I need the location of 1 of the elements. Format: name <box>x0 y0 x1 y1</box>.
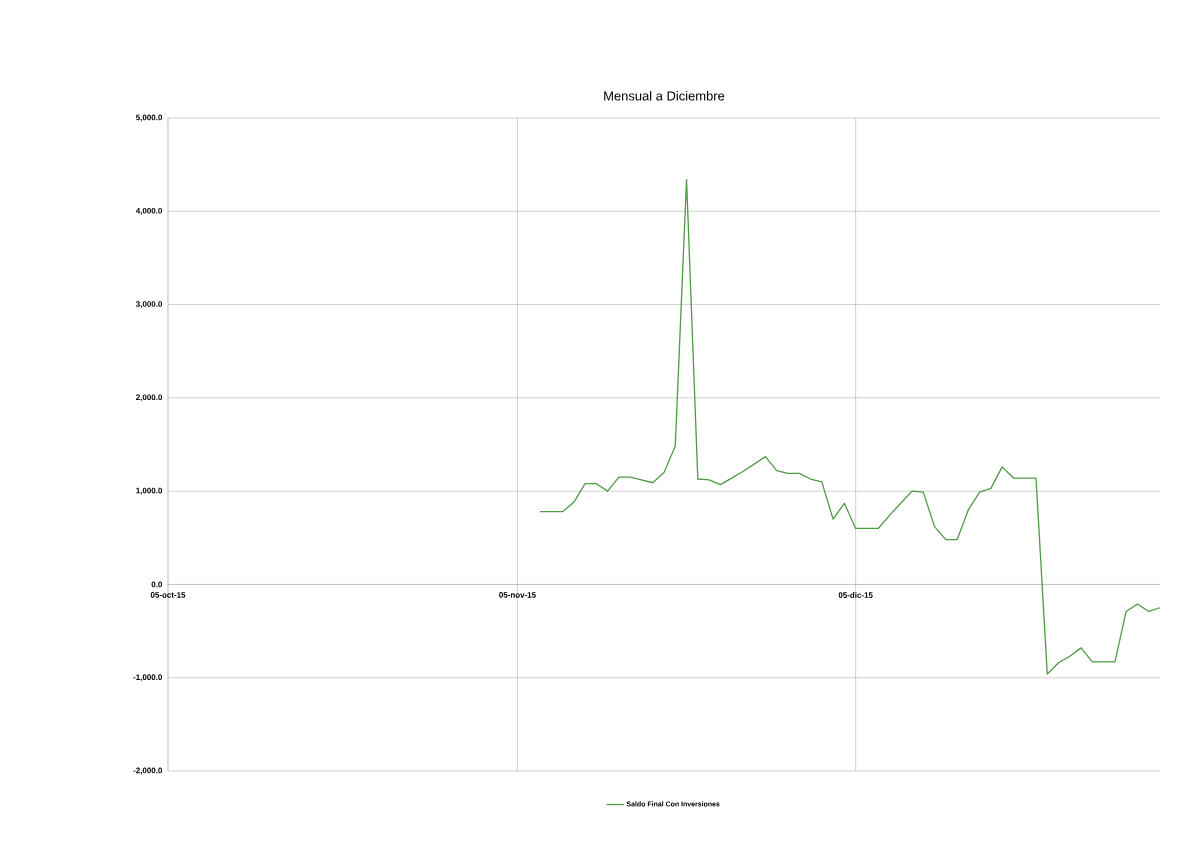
chart-title: Mensual a Diciembre <box>604 90 725 101</box>
